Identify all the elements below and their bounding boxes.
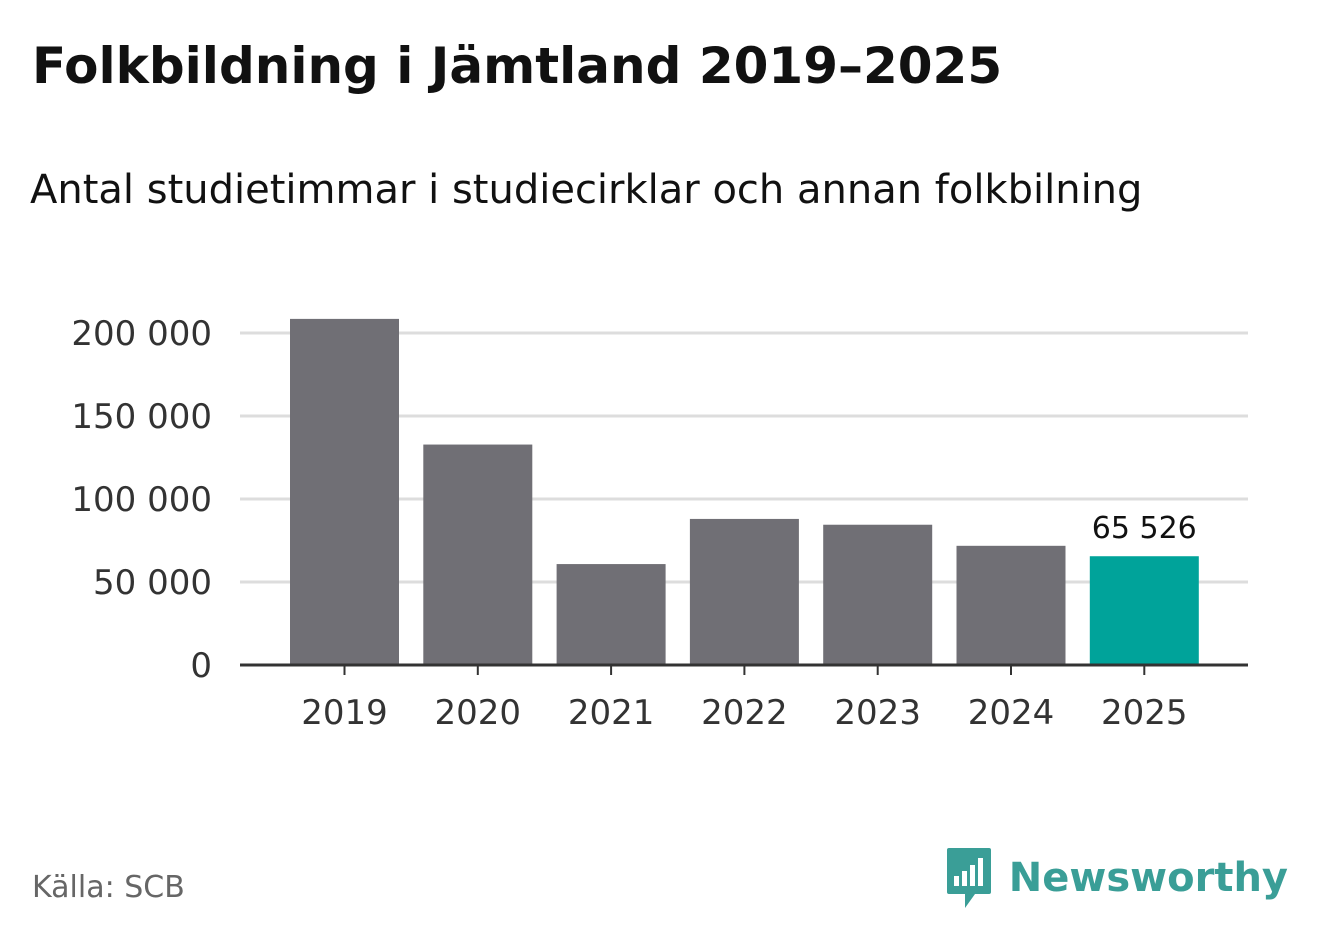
- y-tick-label: 200 000: [71, 314, 212, 354]
- chart-subtitle: Antal studietimmar i studiecirklar och a…: [30, 167, 1143, 213]
- y-tick-label: 50 000: [93, 563, 212, 603]
- x-tick-label: 2025: [1101, 693, 1188, 733]
- bar-2022: [689, 518, 799, 665]
- chart-title: Folkbildning i Jämtland 2019–2025: [32, 37, 1003, 95]
- bar-2019: [290, 318, 399, 665]
- axes: [240, 663, 1248, 675]
- bar-2024: [956, 545, 1066, 665]
- bar-2023: [823, 524, 933, 665]
- y-tick-label: 150 000: [71, 397, 212, 437]
- newsworthy-logo-icon: [946, 848, 991, 908]
- x-tick-label: 2024: [968, 693, 1055, 733]
- labels: 0 50 000 100 000 150 000 200 000 2019 2020 2021…: [71, 314, 1196, 733]
- bar-chart: 0 50 000 100 000 150 000 200 000 2019 2020 2021…: [71, 314, 1248, 733]
- x-tick-label: 2023: [834, 693, 921, 733]
- bars: [290, 318, 1199, 665]
- bar-2025: [1089, 556, 1199, 665]
- x-tick-label: 2022: [701, 693, 788, 733]
- y-tick-label: 0: [190, 646, 212, 686]
- brand-name: Newsworthy: [1008, 855, 1288, 901]
- source-note: Källa: SCB: [32, 870, 185, 905]
- bar-2021: [556, 564, 666, 665]
- x-tick-label: 2021: [568, 693, 655, 733]
- x-tick-label: 2020: [435, 693, 522, 733]
- bar-2020: [423, 444, 533, 665]
- brand-logo: Newsworthy: [945, 846, 1288, 910]
- y-tick-label: 100 000: [71, 480, 212, 520]
- data-label-2025: 65 526: [1092, 511, 1197, 546]
- x-tick-label: 2019: [301, 693, 388, 733]
